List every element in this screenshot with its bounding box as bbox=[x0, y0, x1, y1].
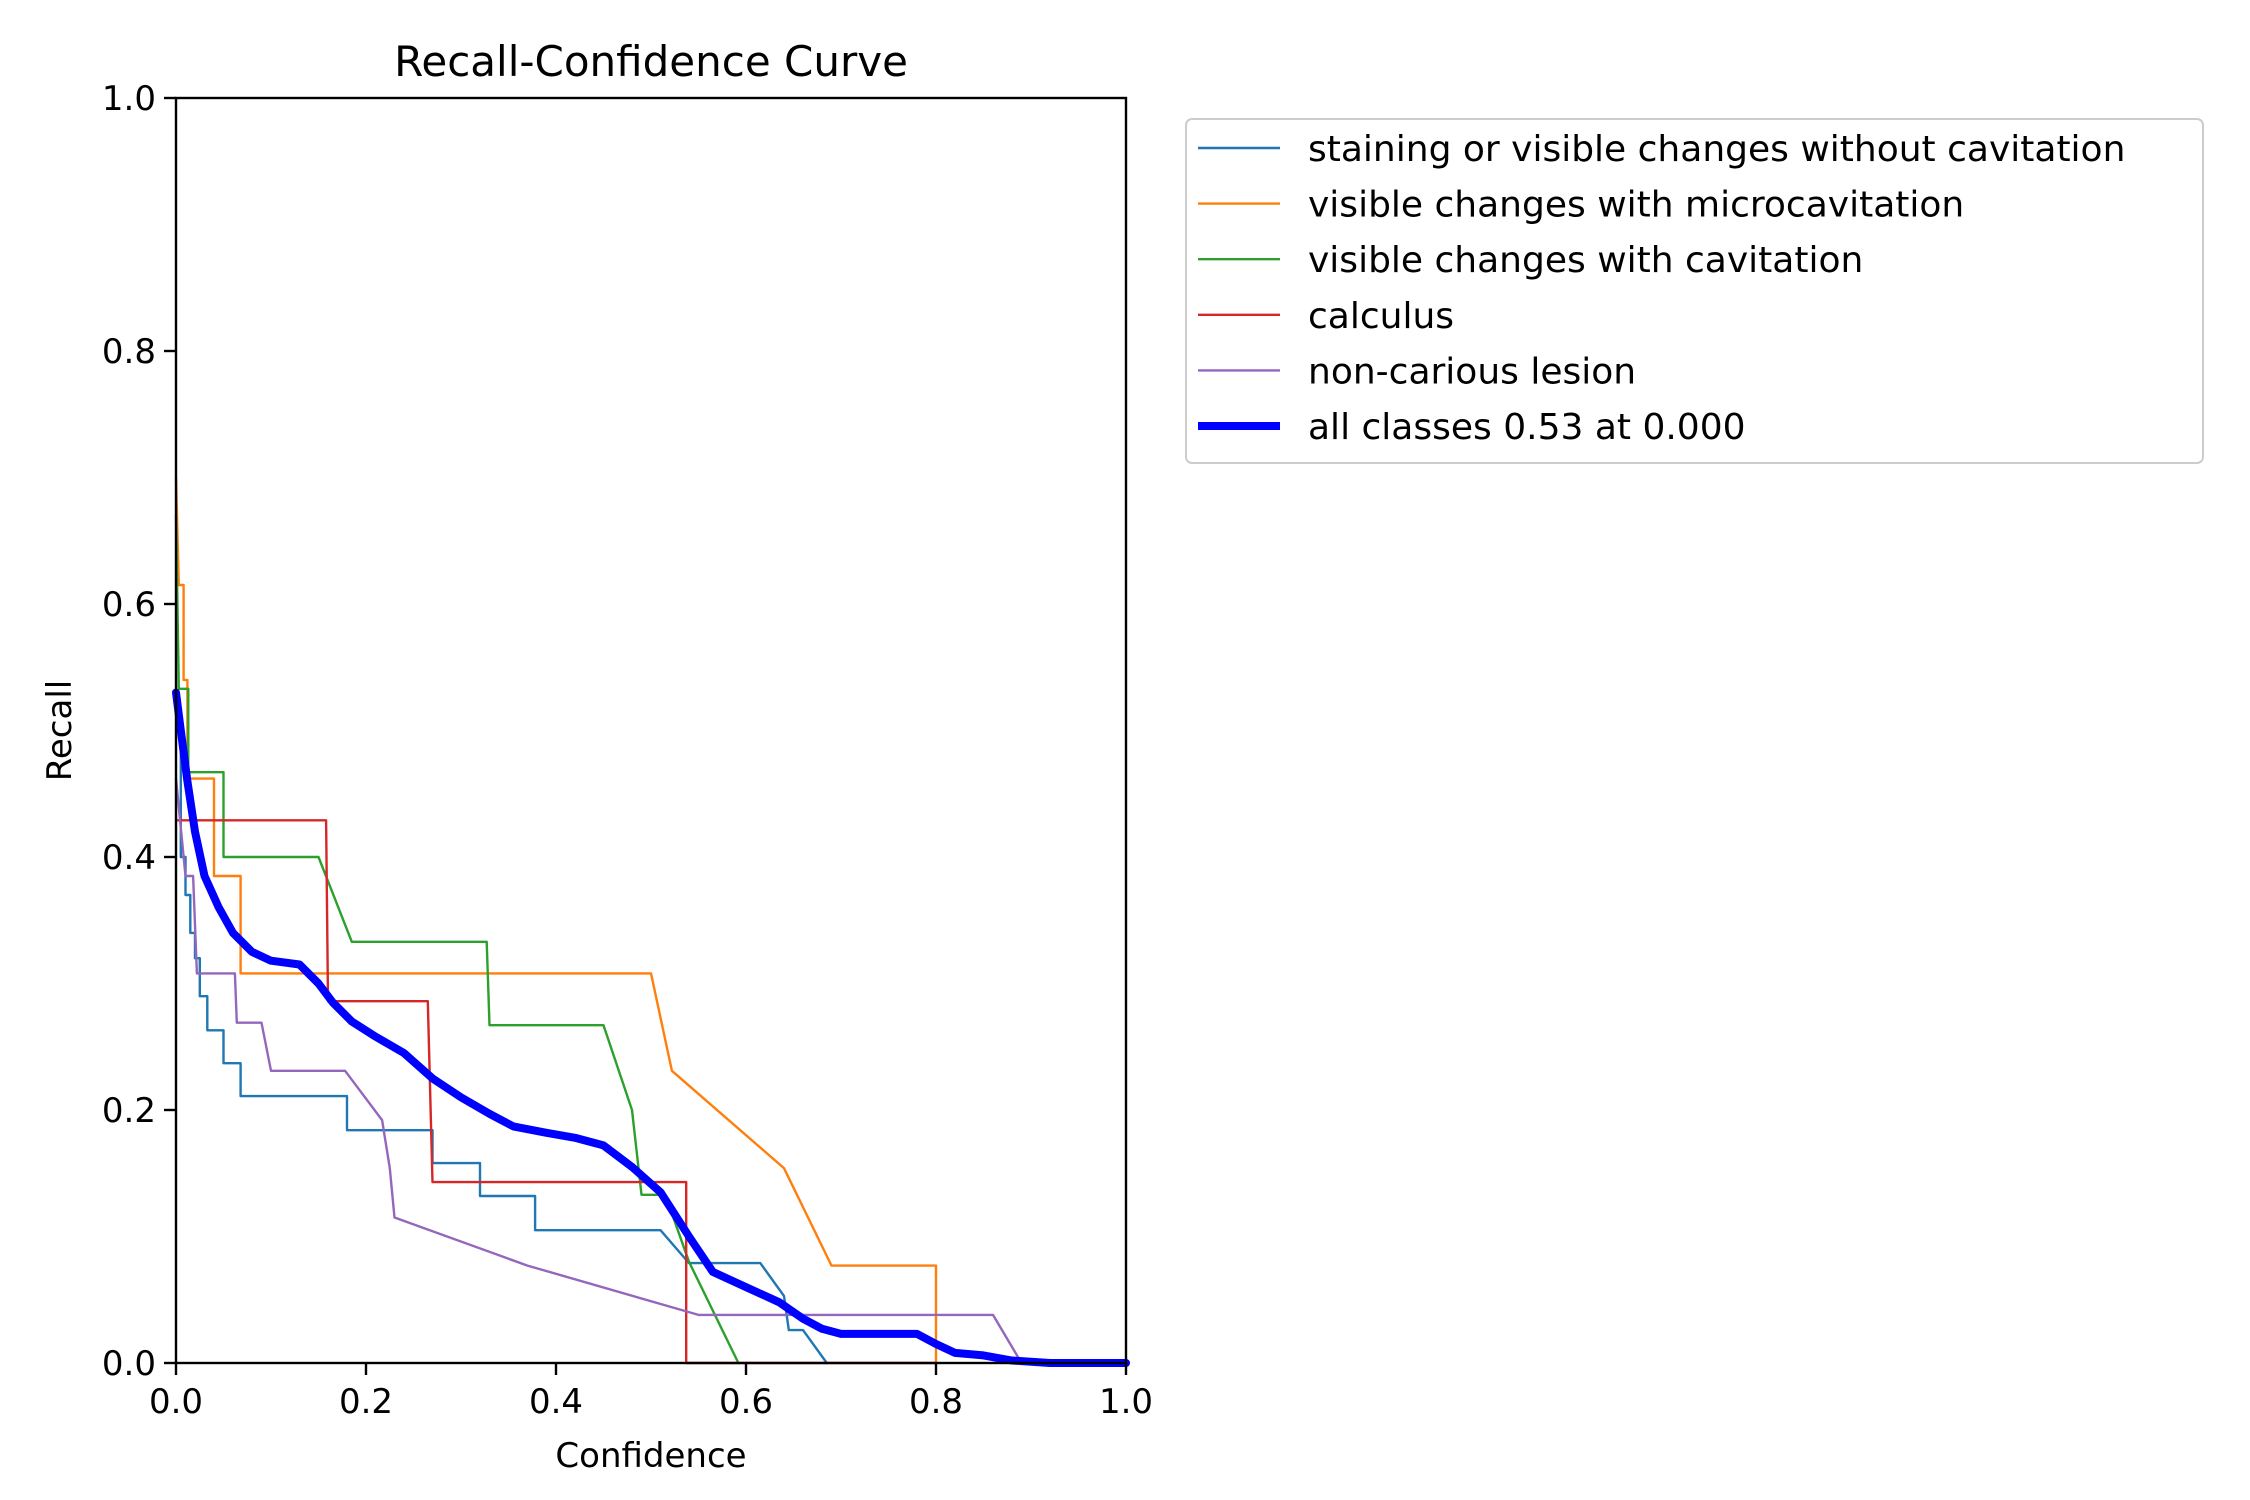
plot-lines bbox=[172, 476, 1130, 1367]
y-axis-ticks: 0.0 0.2 0.4 0.6 0.8 1.0 bbox=[102, 79, 176, 1384]
y-axis-label: Recall bbox=[40, 680, 80, 781]
legend-label-1: staining or visible changes without cavi… bbox=[1308, 129, 2125, 170]
x-axis-ticks: 0.0 0.2 0.4 0.6 0.8 1.0 bbox=[149, 1363, 1153, 1422]
legend-label-5: non-carious lesion bbox=[1308, 351, 1636, 392]
x-tick-label: 0.2 bbox=[339, 1382, 393, 1422]
legend-label-3: visible changes with cavitation bbox=[1308, 240, 1863, 281]
legend: staining or visible changes without cavi… bbox=[1185, 118, 2204, 464]
plot-frame bbox=[174, 96, 1128, 1365]
y-tick-label: 1.0 bbox=[102, 79, 156, 119]
legend-label-6: all classes 0.53 at 0.000 bbox=[1308, 407, 1746, 448]
x-tick-label: 0.8 bbox=[909, 1382, 963, 1422]
x-tick-label: 0.6 bbox=[719, 1382, 773, 1422]
x-tick-label: 0.0 bbox=[149, 1382, 203, 1422]
y-tick-label: 0.2 bbox=[102, 1091, 156, 1131]
y-tick-label: 0.0 bbox=[102, 1344, 156, 1384]
series-line-3 bbox=[174, 514, 740, 1365]
legend-label-2: visible changes with microcavitation bbox=[1308, 185, 1964, 226]
legend-label-4: calculus bbox=[1308, 296, 1454, 337]
series-line-2 bbox=[174, 476, 938, 1365]
legend-frame bbox=[1185, 118, 2204, 464]
series-line-5 bbox=[174, 777, 1023, 1365]
y-tick-label: 0.4 bbox=[102, 838, 156, 878]
x-tick-label: 1.0 bbox=[1099, 1382, 1153, 1422]
y-tick-label: 0.8 bbox=[102, 332, 156, 372]
y-tick-label: 0.6 bbox=[102, 585, 156, 625]
x-tick-label: 0.4 bbox=[529, 1382, 583, 1422]
x-axis-label: Confidence bbox=[555, 1436, 746, 1476]
chart-title: Recall-Confidence Curve bbox=[394, 37, 908, 86]
series-line-4 bbox=[174, 819, 938, 1365]
series-line-1 bbox=[174, 729, 828, 1365]
series-line-6 bbox=[172, 688, 1130, 1367]
